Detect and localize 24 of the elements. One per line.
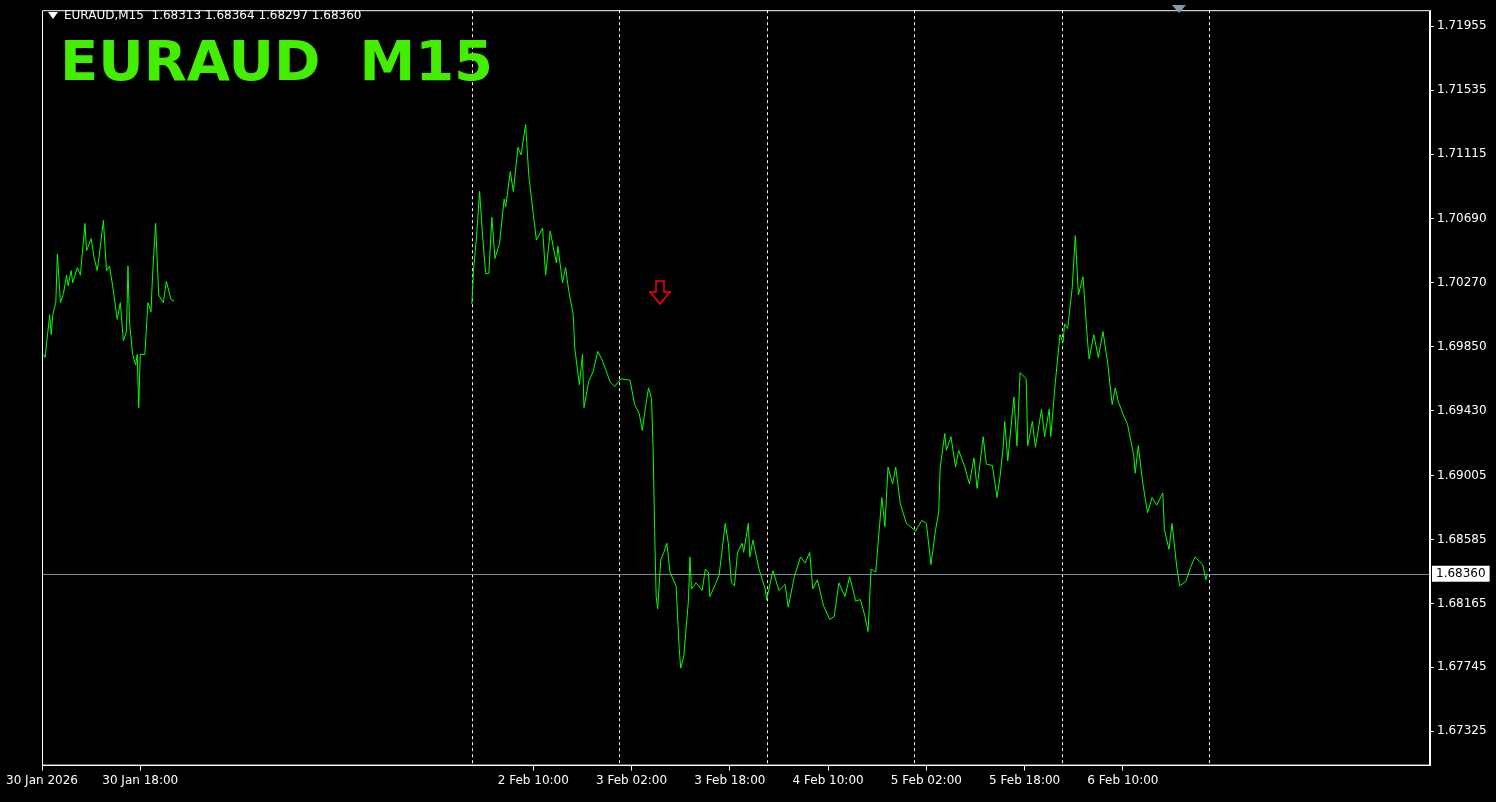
y-tick-label: 1.69430	[1437, 402, 1487, 417]
y-tick-label: 1.69850	[1437, 338, 1487, 353]
x-tick-label: 3 Feb 02:00	[596, 772, 668, 787]
x-tick-label: 5 Feb 18:00	[989, 772, 1061, 787]
y-tick-label: 1.71115	[1437, 146, 1487, 161]
y-tick-label: 1.68165	[1437, 595, 1487, 610]
chart-subtitle: EURAUD,M15 1.68313 1.68364 1.68297 1.68360	[64, 8, 362, 22]
y-tick-label: 1.67745	[1437, 659, 1487, 674]
y-tick-label: 1.70690	[1437, 210, 1487, 225]
y-tick-label: 1.71955	[1437, 18, 1487, 33]
y-tick-label: 1.67325	[1437, 723, 1487, 738]
x-tick-label: 3 Feb 18:00	[694, 772, 766, 787]
x-tick-label: 6 Feb 10:00	[1087, 772, 1159, 787]
x-tick-label: 30 Jan 2026	[6, 772, 78, 787]
y-tick-label: 1.68585	[1437, 531, 1487, 546]
x-tick-label: 2 Feb 10:00	[497, 772, 569, 787]
x-tick-label: 4 Feb 10:00	[792, 772, 864, 787]
y-tick-label: 1.71535	[1437, 82, 1487, 97]
ref-line-label: 1.68360	[1436, 565, 1486, 580]
y-tick-label: 1.70270	[1437, 274, 1487, 289]
x-tick-label: 5 Feb 02:00	[890, 772, 962, 787]
chart-title: EURAUD M15	[60, 28, 494, 93]
y-tick-label: 1.69005	[1437, 467, 1487, 482]
x-tick-label: 30 Jan 18:00	[102, 772, 179, 787]
